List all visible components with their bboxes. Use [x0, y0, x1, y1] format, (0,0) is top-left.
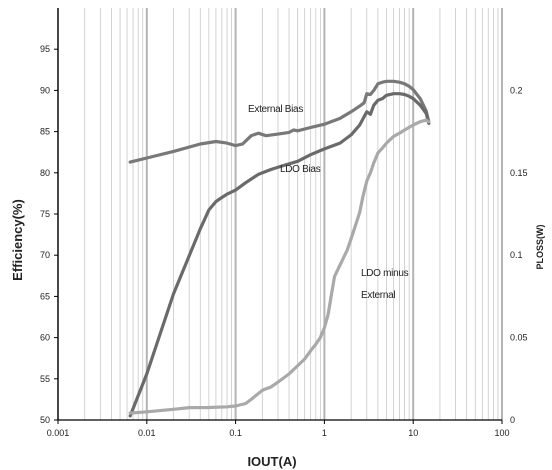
annotation-external-bias: External Bias	[248, 104, 303, 115]
series-lines	[128, 79, 431, 418]
x-axis-label: IOUT(A)	[247, 454, 296, 469]
gridlines	[57, 8, 503, 420]
y2-axis-label: PLOSS(W)	[535, 225, 545, 270]
y-tick-label: 65	[40, 291, 50, 301]
x-tick-label: 0.001	[47, 428, 70, 438]
annotation-external: External	[361, 290, 395, 301]
y2-tick-label: 0.05	[510, 333, 528, 343]
x-tick-label: 0.01	[138, 428, 156, 438]
series-line-ldo-minus-external	[128, 118, 431, 415]
annotations: External Bias LDO Bias LDO minus Externa…	[248, 104, 409, 301]
y-tick-label: 55	[40, 374, 50, 384]
y-tick-label: 90	[40, 85, 50, 95]
x-tick-label: 1	[322, 428, 327, 438]
y2-tick-label: 0.15	[510, 168, 528, 178]
y-axis-label: Efficiency(%)	[10, 199, 25, 281]
annotation-ldo-minus: LDO minus	[361, 268, 409, 279]
y-tick-label: 75	[40, 209, 50, 219]
y-tick-label: 95	[40, 44, 50, 54]
x-tick-label: 10	[408, 428, 418, 438]
y2-tick-label: 0.2	[510, 85, 523, 95]
y-tick-label: 50	[40, 415, 50, 425]
y2-tick-label: 0	[510, 415, 515, 425]
x-tick-label: 0.1	[229, 428, 242, 438]
x-tick-label: 100	[494, 428, 509, 438]
tick-labels: 0.001 0.01 0.1 1 10 100 50 55 60 65 70 75 80 85 90 95 0 0…	[40, 44, 528, 438]
axes	[57, 8, 502, 421]
annotation-ldo-bias: LDO Bias	[280, 164, 321, 175]
y-tick-label: 70	[40, 250, 50, 260]
series-line-external-bias	[128, 79, 431, 164]
y-tick-label: 80	[40, 168, 50, 178]
y-tick-label: 85	[40, 127, 50, 137]
series-line-ldo-bias	[128, 92, 431, 418]
y2-tick-label: 0.1	[510, 250, 523, 260]
y-tick-label: 60	[40, 333, 50, 343]
